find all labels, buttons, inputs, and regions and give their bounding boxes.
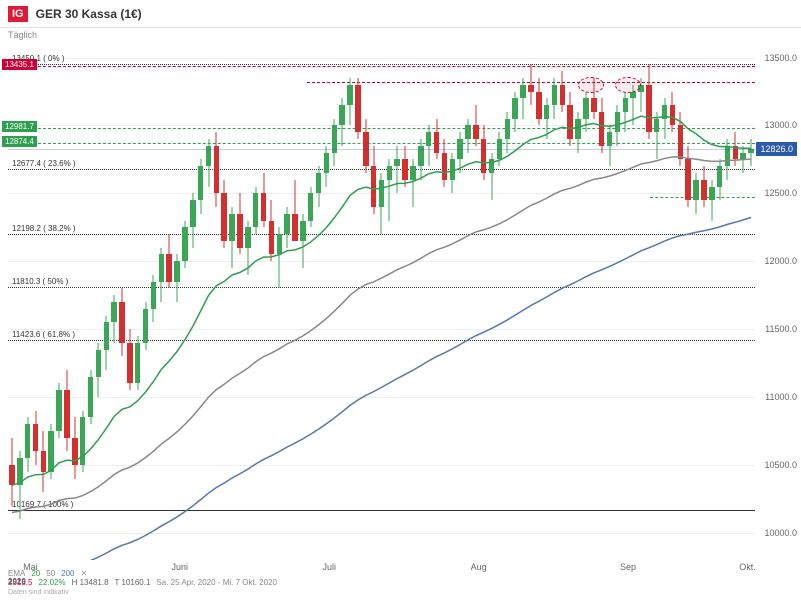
horizontal-line (8, 66, 755, 67)
y-tick-label: 11000.0 (765, 392, 797, 402)
x-tick-label: Sep (620, 562, 636, 572)
indicator-bar: EMA2050200✕2313.522.02%H 13481.8T 10160.… (8, 569, 283, 596)
hline-label: 13435.1 (2, 59, 37, 70)
highlight-ellipse (615, 77, 641, 93)
hline-label: 12981.7 (2, 121, 37, 132)
y-tick-label: 13500.0 (764, 53, 797, 63)
gridline (8, 261, 755, 262)
chart-plot-area[interactable]: 13450.1 ( 0% )12677.4 ( 23.6% )12198.2 (… (8, 44, 755, 560)
fib-line (8, 510, 755, 511)
x-tick-label: Juli (322, 562, 336, 572)
ema-period[interactable]: 200 (61, 569, 74, 578)
year-label: 2020 (8, 577, 26, 586)
ema-period[interactable]: 20 (31, 569, 40, 578)
fib-label: 11423.6 ( 61.8% ) (10, 330, 77, 339)
indicator-value: T 10160.1 (115, 578, 151, 587)
time-bar: 2020 (8, 577, 26, 586)
chart-subtitle: Täglich (8, 30, 37, 40)
indicator-value: H 13481.8 (72, 578, 109, 587)
indicator-value: 22.02% (38, 578, 65, 587)
gridline (8, 533, 755, 534)
indicator-footer: Daten sind indikativ (8, 589, 69, 596)
gridline (8, 58, 755, 59)
hline-label: 12874.4 (2, 136, 37, 147)
y-tick-label: 13000.0 (764, 120, 797, 130)
y-tick-label: 10500.0 (764, 460, 797, 470)
fib-line (8, 64, 755, 65)
y-tick-label: 12500.0 (764, 188, 797, 198)
fib-label: 12198.2 ( 38.2% ) (10, 224, 78, 233)
indicator-value: Sa. 25 Apr. 2020 - Mi. 7 Okt. 2020 (156, 578, 277, 587)
horizontal-line (8, 128, 755, 129)
gridline (8, 465, 755, 466)
y-tick-label: 10000.0 (764, 528, 797, 538)
logo-badge: IG (8, 6, 28, 22)
highlight-ellipse (578, 77, 604, 93)
ema-period[interactable]: 50 (46, 569, 55, 578)
fib-label: 11810.3 ( 50% ) (10, 277, 70, 286)
chart-title: GER 30 Kassa (1€) (36, 7, 142, 21)
y-axis: 10000.0 10500.0 11000.0 11500.0 12000.0 12500… (755, 44, 801, 560)
x-tick-label: Okt. (739, 562, 756, 572)
x-tick-label: Aug (471, 562, 487, 572)
gridline (8, 125, 755, 126)
fib-line (8, 234, 755, 235)
y-tick-label: 12000.0 (764, 256, 797, 266)
fib-line (8, 169, 755, 170)
chart-header: IG GER 30 Kassa (1€) (0, 0, 801, 28)
gridline (8, 397, 755, 398)
fib-line (8, 287, 755, 288)
y-tick-label: 11500.0 (765, 324, 797, 334)
fib-label: 12677.4 ( 23.6% ) (10, 159, 78, 168)
horizontal-line (8, 143, 755, 144)
close-icon[interactable]: ✕ (81, 569, 88, 578)
